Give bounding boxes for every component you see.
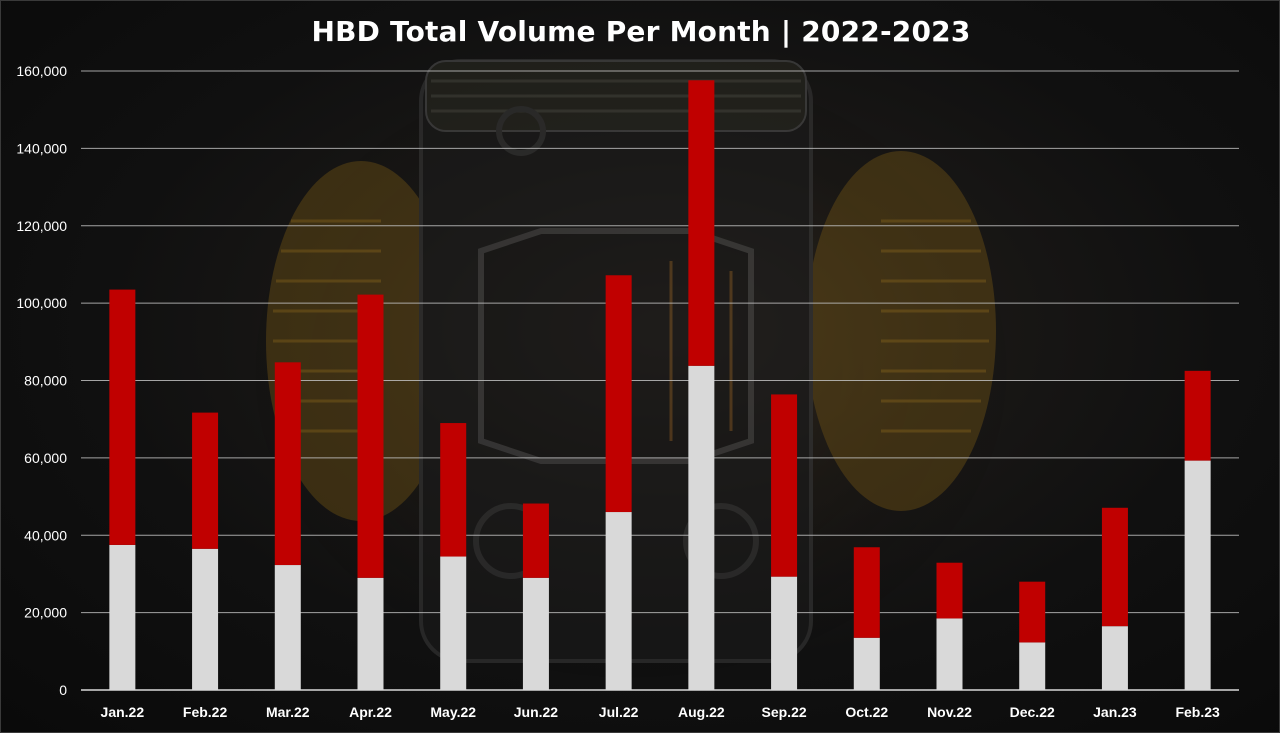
x-tick-label: Apr.22: [349, 704, 392, 720]
bar-segment-top: [1019, 581, 1046, 643]
y-tick-label: 20,000: [24, 605, 67, 621]
bar-segment-base: [688, 365, 715, 690]
x-tick-label: Jun.22: [514, 704, 559, 720]
bar-segment-base: [771, 576, 798, 690]
x-tick-label: Jan.23: [1093, 704, 1137, 720]
x-tick-label: Jul.22: [599, 704, 639, 720]
bar-segment-base: [605, 512, 632, 690]
bar-segment-base: [357, 577, 384, 690]
x-tick-label: Aug.22: [678, 704, 725, 720]
bar-segment-top: [853, 547, 880, 638]
x-tick-label: Nov.22: [927, 704, 972, 720]
bar-segment-top: [192, 412, 219, 549]
bar-segment-base: [1184, 460, 1211, 690]
bar-segment-base: [192, 548, 219, 690]
x-tick-label: Feb.23: [1175, 704, 1220, 720]
bar-segment-base: [440, 556, 467, 690]
y-tick-label: 80,000: [24, 373, 67, 389]
bar-segment-top: [522, 503, 549, 578]
x-tick-label: Oct.22: [845, 704, 888, 720]
bar-segment-base: [274, 565, 301, 690]
x-tick-label: Dec.22: [1010, 704, 1055, 720]
x-tick-label: Jan.22: [101, 704, 145, 720]
bar-segment-top: [1184, 370, 1211, 461]
x-tick-label: May.22: [430, 704, 476, 720]
y-tick-label: 140,000: [16, 140, 67, 156]
y-tick-label: 60,000: [24, 450, 67, 466]
y-tick-label: 0: [59, 682, 67, 698]
bar-segment-base: [109, 544, 136, 690]
bar-segment-top: [771, 394, 798, 577]
bar-segment-base: [936, 618, 963, 690]
bar-segment-base: [1101, 626, 1128, 690]
y-tick-label: 160,000: [16, 63, 67, 79]
x-tick-label: Feb.22: [183, 704, 228, 720]
y-tick-label: 120,000: [16, 218, 67, 234]
bar-segment-top: [605, 275, 632, 513]
chart-title: HBD Total Volume Per Month | 2022-2023: [311, 15, 971, 48]
y-tick-label: 100,000: [16, 295, 67, 311]
bar-segment-top: [274, 362, 301, 566]
x-tick-label: Mar.22: [266, 704, 310, 720]
bar-segment-top: [109, 289, 136, 545]
bar-segment-base: [853, 637, 880, 690]
bar-segment-top: [936, 562, 963, 619]
x-tick-label: Sep.22: [762, 704, 807, 720]
bar-segment-top: [440, 423, 467, 557]
bar-segment-top: [688, 80, 715, 366]
bar-segment-top: [357, 294, 384, 578]
bar-segment-base: [522, 577, 549, 690]
bar-segment-top: [1101, 507, 1128, 627]
y-tick-label: 40,000: [24, 527, 67, 543]
bar-segment-base: [1019, 642, 1046, 690]
